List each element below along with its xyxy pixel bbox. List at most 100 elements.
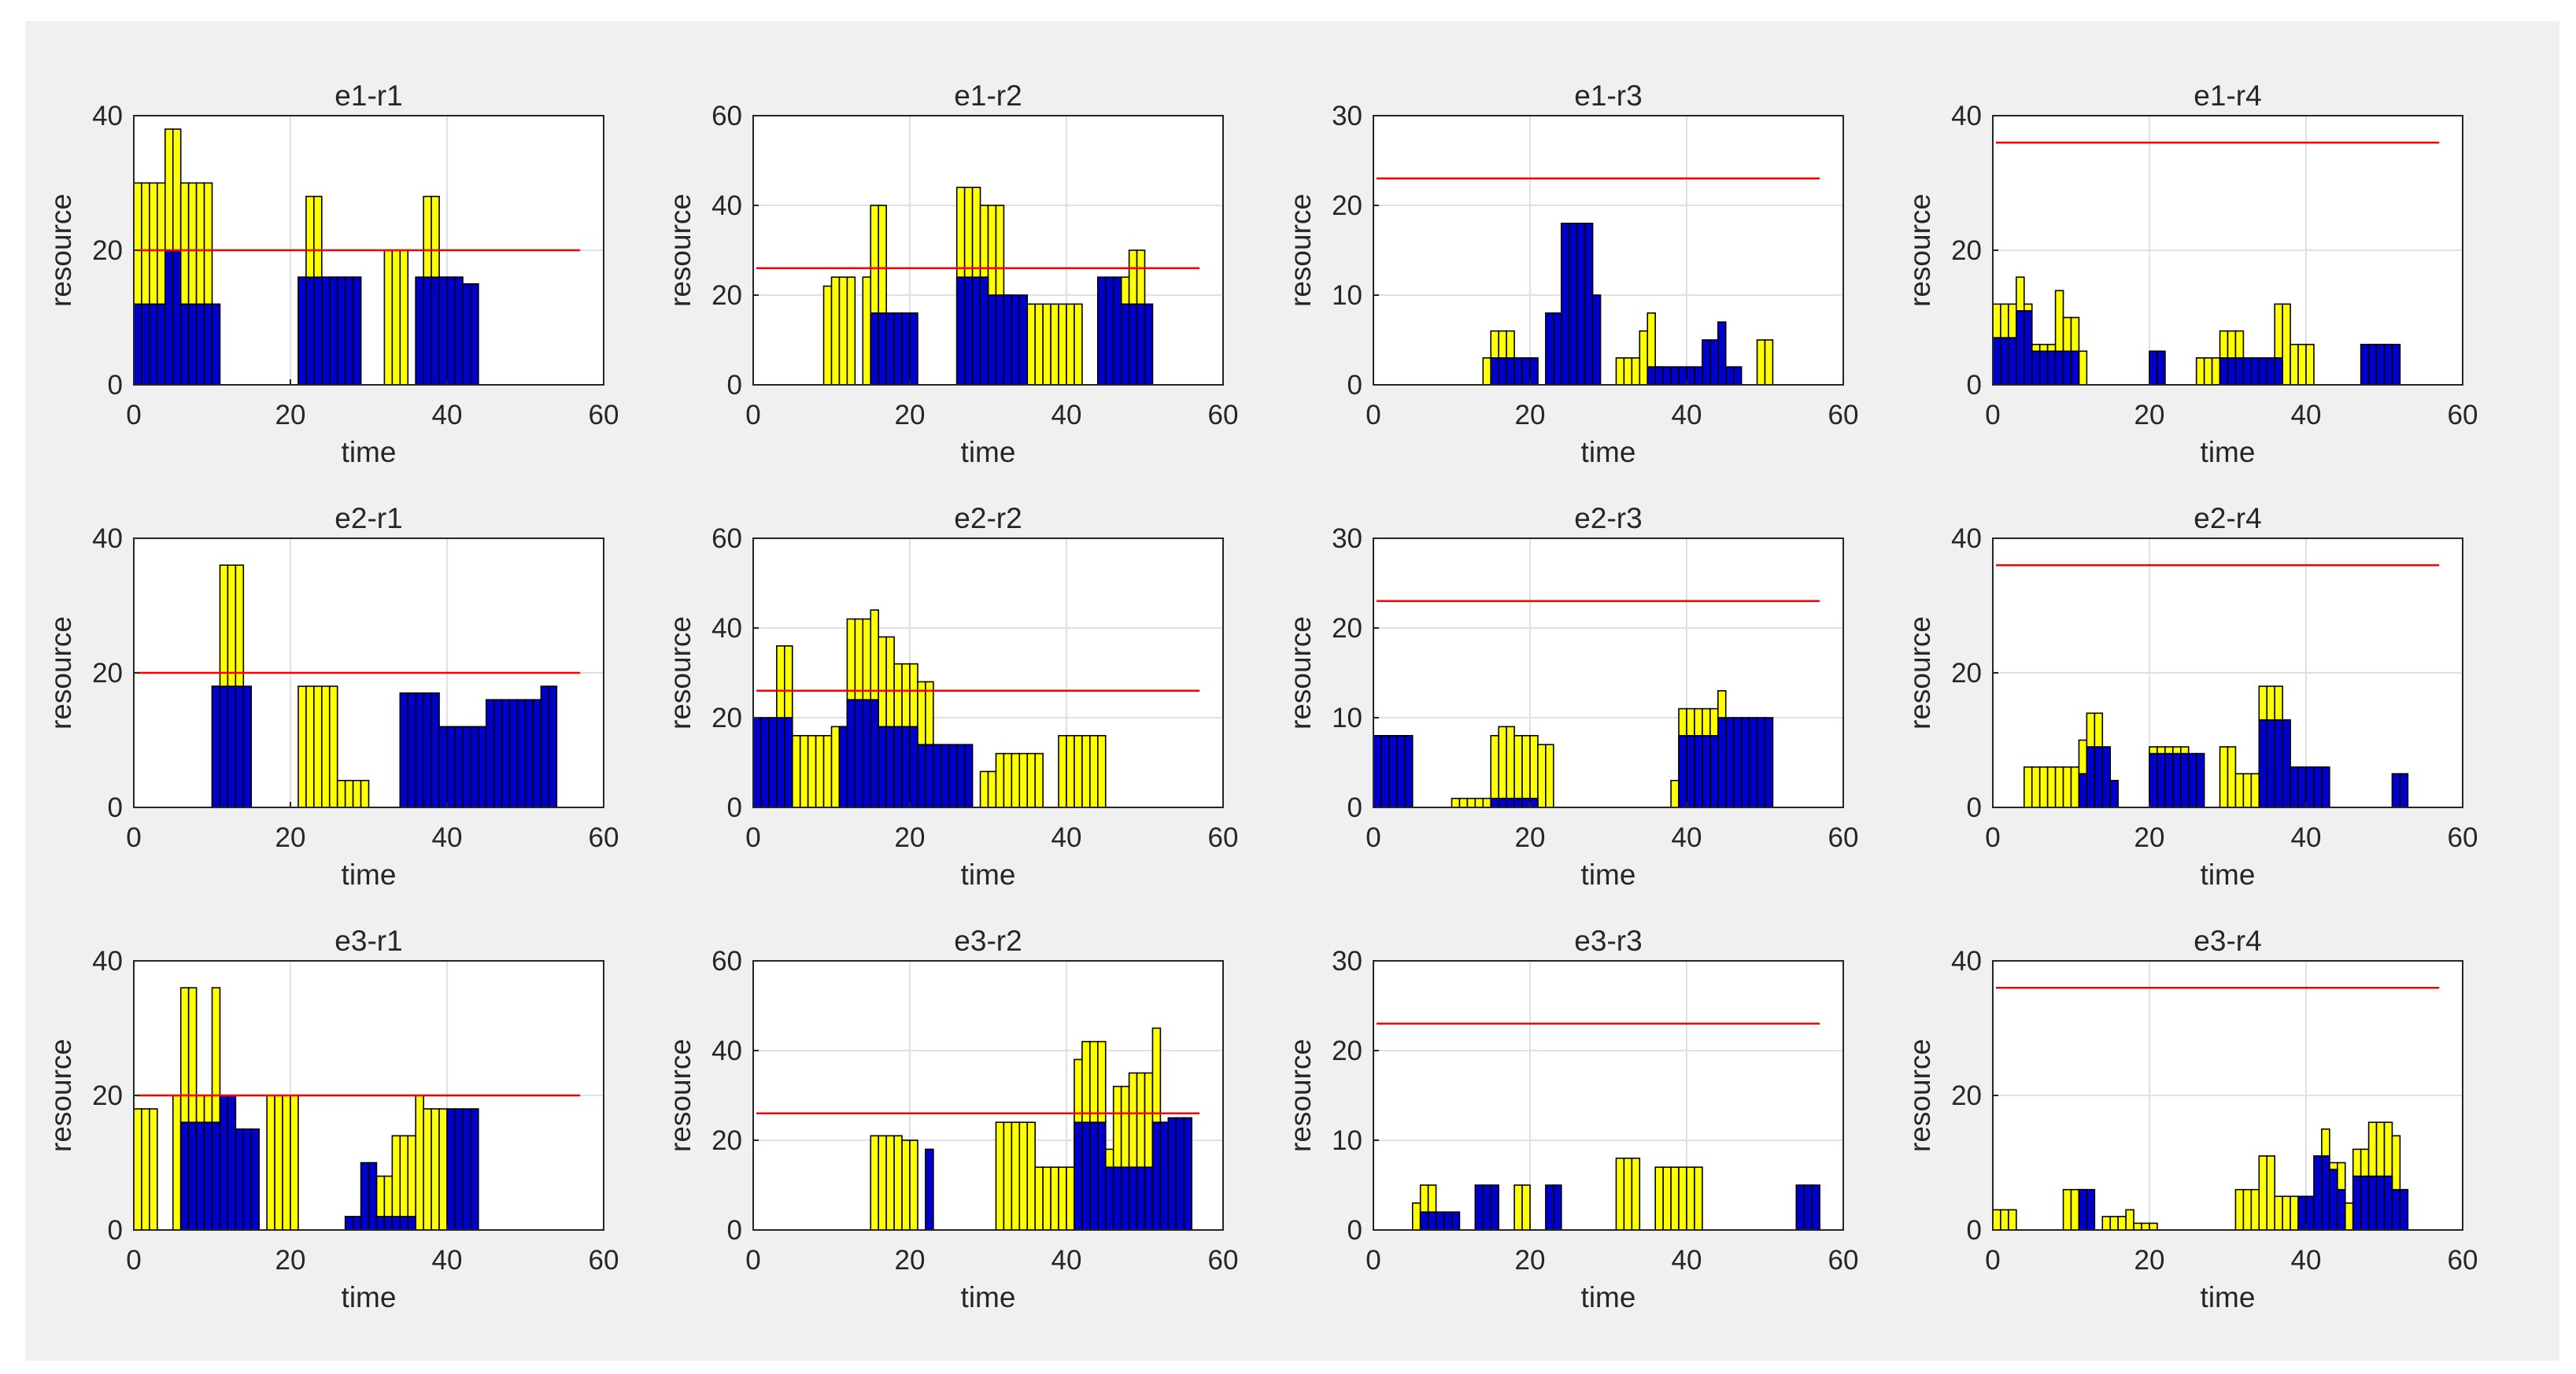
x-tick-label: 40 xyxy=(432,822,463,853)
bar-yellow xyxy=(149,1108,158,1231)
bar-blue xyxy=(1513,797,1523,808)
bar-blue xyxy=(1482,1184,1492,1231)
x-tick-label: 20 xyxy=(275,1245,306,1276)
x-tick-label: 20 xyxy=(2134,1245,2165,1276)
bar-yellow xyxy=(438,1108,448,1231)
bar-blue xyxy=(352,1216,362,1231)
bar-blue xyxy=(250,1128,260,1231)
bar-yellow xyxy=(1466,797,1476,808)
bar-yellow xyxy=(1521,734,1531,808)
bar-blue xyxy=(462,283,471,386)
bar-yellow xyxy=(1089,734,1099,808)
y-tick-label: 20 xyxy=(1951,658,1982,689)
bar-blue xyxy=(933,744,942,808)
bar-blue xyxy=(1646,366,1656,386)
subplot-title: e1-r1 xyxy=(334,79,402,112)
y-tick-label: 60 xyxy=(711,523,742,554)
bar-blue xyxy=(1011,294,1021,386)
bar-blue xyxy=(2258,356,2268,386)
bar-yellow xyxy=(1756,339,1766,386)
y-tick-label: 40 xyxy=(1951,523,1982,554)
bar-blue xyxy=(2313,1155,2323,1231)
bar-blue xyxy=(360,1162,370,1231)
subplot-e2-r3: 0 20 40 60 0 10 20 30 e2-r3 time resource xyxy=(1284,502,1858,891)
x-tick-label: 60 xyxy=(1828,400,1859,430)
bar-blue xyxy=(2383,343,2393,386)
x-tick-label: 20 xyxy=(1515,1245,1546,1276)
x-tick-label: 20 xyxy=(895,400,926,430)
bar-yellow xyxy=(1018,752,1029,808)
bar-blue xyxy=(1112,276,1122,386)
bar-blue xyxy=(2321,1155,2330,1231)
bar-blue xyxy=(454,1108,464,1231)
bar-blue xyxy=(242,1128,253,1231)
bar-blue xyxy=(1992,337,2001,386)
subplot-title: e2-r4 xyxy=(2193,502,2261,534)
bar-blue xyxy=(1811,1184,1820,1231)
bar-blue xyxy=(1120,303,1130,386)
x-tick-label: 60 xyxy=(1208,400,1239,430)
y-tick-label: 20 xyxy=(92,1080,123,1111)
x-tick-label: 0 xyxy=(1985,822,2000,853)
bar-blue xyxy=(878,312,887,386)
axes-box xyxy=(752,537,1224,808)
bar-yellow xyxy=(1050,303,1059,386)
bar-blue xyxy=(2266,719,2275,808)
bar-yellow xyxy=(1018,1121,1029,1231)
bar-blue xyxy=(885,312,895,386)
bar-yellow xyxy=(2062,1188,2072,1231)
x-tick-label: 0 xyxy=(745,400,760,430)
bar-blue xyxy=(2399,773,2409,808)
bar-blue xyxy=(1670,366,1680,386)
bar-blue xyxy=(909,312,918,386)
x-tick-label: 20 xyxy=(1515,400,1546,430)
bar-yellow xyxy=(2109,1216,2119,1231)
bar-blue xyxy=(1678,366,1687,386)
bar-yellow xyxy=(2282,303,2291,386)
subplot-title: e3-r1 xyxy=(334,925,402,957)
subplot-title: e3-r2 xyxy=(954,925,1022,957)
bar-blue xyxy=(368,1162,378,1231)
x-tick-label: 40 xyxy=(1672,400,1702,430)
bar-yellow xyxy=(1490,734,1499,808)
y-tick-label: 20 xyxy=(1332,613,1362,644)
bar-yellow xyxy=(2117,1216,2127,1231)
bar-blue xyxy=(1702,734,1711,808)
bar-blue xyxy=(195,303,205,386)
bar-yellow xyxy=(274,1095,283,1231)
bar-yellow xyxy=(2234,773,2245,808)
y-tick-label: 0 xyxy=(1347,370,1362,401)
y-tick-label: 40 xyxy=(92,523,123,554)
bar-blue xyxy=(1490,356,1499,386)
bar-blue xyxy=(2391,773,2401,808)
bar-blue xyxy=(2086,1188,2096,1231)
y-tick-label: 40 xyxy=(1951,946,1982,977)
bar-yellow xyxy=(399,1135,409,1231)
bar-blue xyxy=(227,685,237,808)
y-tick-label: 30 xyxy=(1332,946,1362,977)
subplot-title: e1-r4 xyxy=(2193,79,2261,112)
bar-blue xyxy=(917,744,926,808)
x-tick-label: 0 xyxy=(1985,400,2000,430)
bar-blue xyxy=(1498,797,1507,808)
x-tick-label: 0 xyxy=(126,1245,141,1276)
y-tick-label: 0 xyxy=(108,1215,123,1246)
x-tick-label: 60 xyxy=(589,1245,619,1276)
bar-blue xyxy=(2313,766,2323,808)
bar-yellow xyxy=(2305,343,2315,386)
bar-blue xyxy=(2360,1175,2370,1231)
bar-blue xyxy=(1159,1121,1170,1231)
bar-blue xyxy=(203,303,213,386)
bar-blue xyxy=(2305,766,2315,808)
bar-yellow xyxy=(1639,330,1649,386)
y-tick-label: 0 xyxy=(108,370,123,401)
axes-box xyxy=(752,960,1224,1231)
bar-yellow xyxy=(1686,1166,1695,1231)
bar-blue xyxy=(1003,294,1013,386)
bar-yellow xyxy=(995,752,1005,808)
bar-yellow xyxy=(407,1135,416,1231)
bar-blue xyxy=(235,1128,245,1231)
subplot-e3-r3: 0 20 40 60 0 10 20 30 e3-r3 time resource xyxy=(1284,925,1858,1313)
bar-blue xyxy=(878,726,887,808)
bar-yellow xyxy=(987,770,997,808)
